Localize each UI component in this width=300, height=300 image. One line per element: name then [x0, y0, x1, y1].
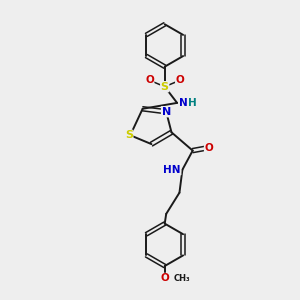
Text: H: H — [188, 98, 197, 108]
Text: S: S — [125, 130, 133, 140]
Text: N: N — [162, 107, 171, 117]
Text: O: O — [176, 75, 184, 85]
Text: O: O — [145, 75, 154, 85]
Text: O: O — [205, 142, 213, 153]
Text: O: O — [160, 273, 169, 284]
Text: S: S — [161, 82, 169, 92]
Text: HN: HN — [164, 165, 181, 175]
Text: NH: NH — [178, 98, 196, 108]
Text: CH₃: CH₃ — [174, 274, 190, 283]
